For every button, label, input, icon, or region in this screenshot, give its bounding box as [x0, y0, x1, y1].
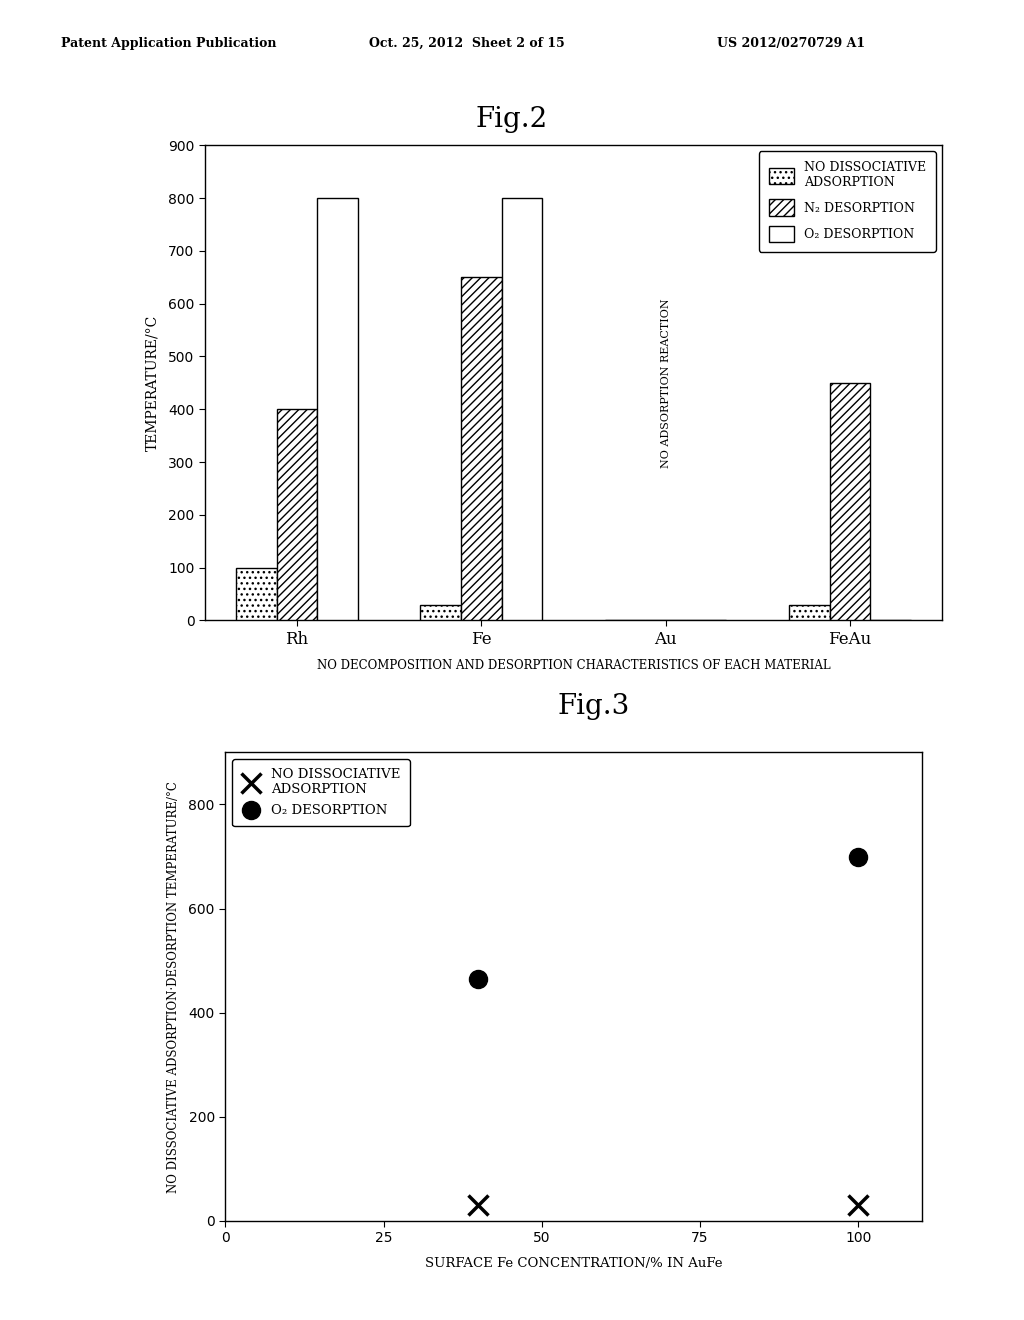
Text: Fig.2: Fig.2 [476, 106, 548, 132]
Bar [317, 198, 357, 620]
O₂ DESORPTION [472, 972, 484, 987]
Text: Oct. 25, 2012  Sheet 2 of 15: Oct. 25, 2012 Sheet 2 of 15 [369, 37, 564, 50]
Bar [829, 383, 870, 620]
Text: Patent Application Publication: Patent Application Publication [61, 37, 276, 50]
Bar [276, 409, 317, 620]
Text: US 2012/0270729 A1: US 2012/0270729 A1 [717, 37, 865, 50]
Text: Fig.3: Fig.3 [558, 693, 630, 719]
NO DISSOCIATIVE
ADSORPTION [852, 1197, 864, 1213]
Bar [421, 605, 461, 620]
Bar [461, 277, 502, 620]
Y-axis label: NO DISSOCIATIVE ADSORPTION·DESORPTION TEMPERATURE/°C: NO DISSOCIATIVE ADSORPTION·DESORPTION TE… [167, 780, 180, 1193]
Text: NO ADSORPTION REACTION: NO ADSORPTION REACTION [660, 298, 671, 467]
X-axis label: SURFACE Fe CONCENTRATION/% IN AuFe: SURFACE Fe CONCENTRATION/% IN AuFe [425, 1257, 722, 1270]
O₂ DESORPTION [852, 849, 864, 865]
Bar [790, 605, 829, 620]
Bar [237, 568, 276, 620]
NO DISSOCIATIVE
ADSORPTION [472, 1197, 484, 1213]
Line: NO DISSOCIATIVE
ADSORPTION: NO DISSOCIATIVE ADSORPTION [469, 1196, 868, 1216]
Line: O₂ DESORPTION: O₂ DESORPTION [469, 847, 867, 987]
Bar [502, 198, 542, 620]
Legend: NO DISSOCIATIVE
ADSORPTION, N₂ DESORPTION, O₂ DESORPTION: NO DISSOCIATIVE ADSORPTION, N₂ DESORPTIO… [759, 152, 936, 252]
X-axis label: NO DECOMPOSITION AND DESORPTION CHARACTERISTICS OF EACH MATERIAL: NO DECOMPOSITION AND DESORPTION CHARACTE… [316, 659, 830, 672]
Y-axis label: TEMPERATURE/°C: TEMPERATURE/°C [145, 314, 160, 451]
Legend: NO DISSOCIATIVE
ADSORPTION, O₂ DESORPTION: NO DISSOCIATIVE ADSORPTION, O₂ DESORPTIO… [231, 759, 410, 826]
